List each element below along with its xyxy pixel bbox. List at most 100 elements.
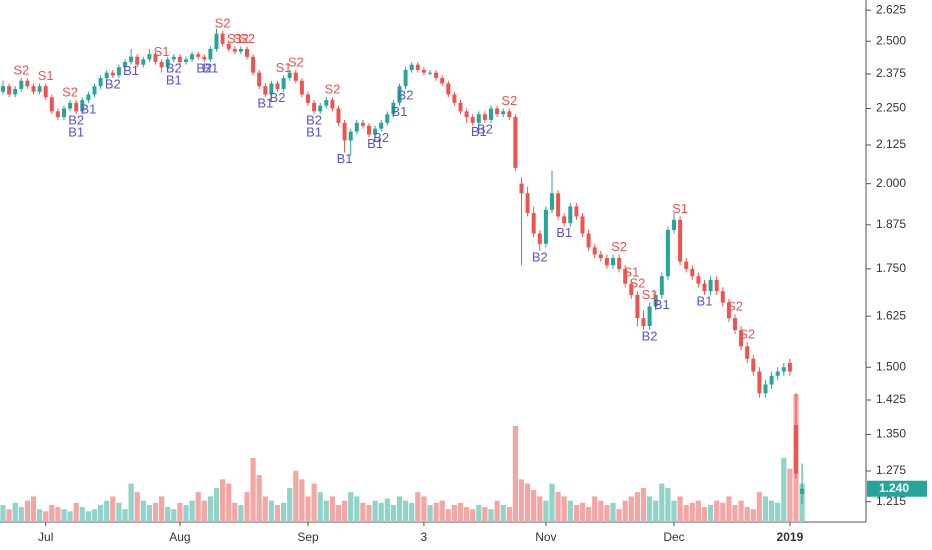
volume-bar <box>67 511 73 522</box>
candle-body <box>153 54 158 63</box>
volume-bar <box>213 487 220 522</box>
signal-label: S2 <box>288 54 304 69</box>
y-tick-label: 1.750 <box>876 261 906 275</box>
candle-body <box>190 54 195 60</box>
signal-label: B2 <box>270 90 286 105</box>
signal-label: B2 <box>398 87 414 102</box>
candle-body <box>501 111 506 115</box>
volume-bar <box>506 507 512 522</box>
candle-body <box>336 108 341 123</box>
candle-body <box>543 209 548 244</box>
candle-body <box>672 219 676 230</box>
candle-body <box>775 371 780 376</box>
candle-body <box>446 83 451 95</box>
candle-body <box>318 105 323 112</box>
candle-body <box>592 247 597 255</box>
signal-label: S2 <box>501 93 517 108</box>
y-tick-label: 1.500 <box>876 359 906 373</box>
y-tick-label: 2.000 <box>876 176 906 190</box>
candle-body <box>7 86 12 95</box>
signal-label: B2 <box>105 76 121 91</box>
volume-bar <box>543 500 549 522</box>
candle-body <box>360 122 365 126</box>
candle-body <box>800 488 805 494</box>
signal-label: B1 <box>306 125 322 140</box>
volume-bar <box>274 504 281 522</box>
volume-bar <box>183 504 189 522</box>
volume-bar <box>604 504 610 522</box>
signal-label: S2 <box>233 31 249 46</box>
candle-body <box>177 56 182 63</box>
candle-body <box>647 306 652 327</box>
signal-label: B2 <box>373 130 389 145</box>
signal-label: B2 <box>306 113 322 128</box>
signal-label: B1 <box>68 125 84 140</box>
volume-bar <box>49 504 55 522</box>
signal-label: S1 <box>623 264 639 279</box>
volume-bar <box>537 496 543 522</box>
candle-body <box>141 59 146 65</box>
signal-label: S2 <box>215 16 231 31</box>
signal-label: S2 <box>629 276 645 291</box>
volume-bar <box>0 504 6 522</box>
candle-body <box>116 67 121 76</box>
volume-bar <box>384 498 390 522</box>
candle-body <box>684 261 689 269</box>
volume-bar <box>360 502 366 522</box>
last-price-label: 1.240 <box>879 481 909 495</box>
candle-body <box>226 43 231 49</box>
volume-bar <box>683 504 689 522</box>
candle-body <box>495 108 500 115</box>
candle-body <box>507 111 512 118</box>
signal-label: B2 <box>68 113 84 128</box>
candle-body <box>714 279 719 292</box>
volume-bar <box>708 504 714 522</box>
volume-bar <box>18 507 24 522</box>
volume-bar <box>769 500 775 522</box>
candle-body <box>537 233 542 244</box>
signal-label: S1 <box>276 60 292 75</box>
candle-body <box>696 276 701 284</box>
candle-body <box>287 72 292 79</box>
candle-body <box>62 108 66 118</box>
volume-bar <box>787 468 793 522</box>
signal-label: B1 <box>697 293 713 308</box>
candle-body <box>232 48 237 52</box>
volume-bar <box>37 509 43 522</box>
volume-bar <box>488 509 494 522</box>
volume-bar <box>366 504 372 522</box>
volume-bar <box>415 492 421 522</box>
volume-bar <box>403 500 409 522</box>
volume-bar <box>140 500 146 522</box>
candle-body <box>251 56 256 73</box>
volume-bar <box>6 509 12 522</box>
volume-bar <box>561 496 567 522</box>
candle-body <box>348 131 353 141</box>
y-tick-label: 2.250 <box>876 101 906 115</box>
volume-bar <box>555 492 561 522</box>
candle-body <box>293 72 298 81</box>
volume-bar <box>348 492 354 522</box>
volume-bar <box>177 502 183 522</box>
candle-body <box>373 128 378 135</box>
volume-bar <box>12 502 18 522</box>
signal-label: B2 <box>532 249 548 264</box>
volume-bar <box>244 492 250 522</box>
candle-body <box>458 102 463 112</box>
volume-bar <box>518 479 525 522</box>
volume-bar <box>628 496 634 522</box>
candle-body <box>562 216 567 224</box>
candle-body <box>86 94 91 101</box>
candle-body <box>415 64 420 70</box>
candle-body <box>208 48 213 60</box>
x-tick-label: Nov <box>535 530 556 544</box>
volume-bar <box>122 509 128 522</box>
candle-body <box>702 283 707 292</box>
x-tick-label: 3 <box>421 530 428 544</box>
volume-bar <box>701 507 708 522</box>
signal-label: B2 <box>642 329 658 344</box>
candle-body <box>354 122 359 132</box>
candle-body <box>665 229 670 277</box>
signal-label: S1 <box>38 68 54 83</box>
volume-bar <box>464 507 470 522</box>
